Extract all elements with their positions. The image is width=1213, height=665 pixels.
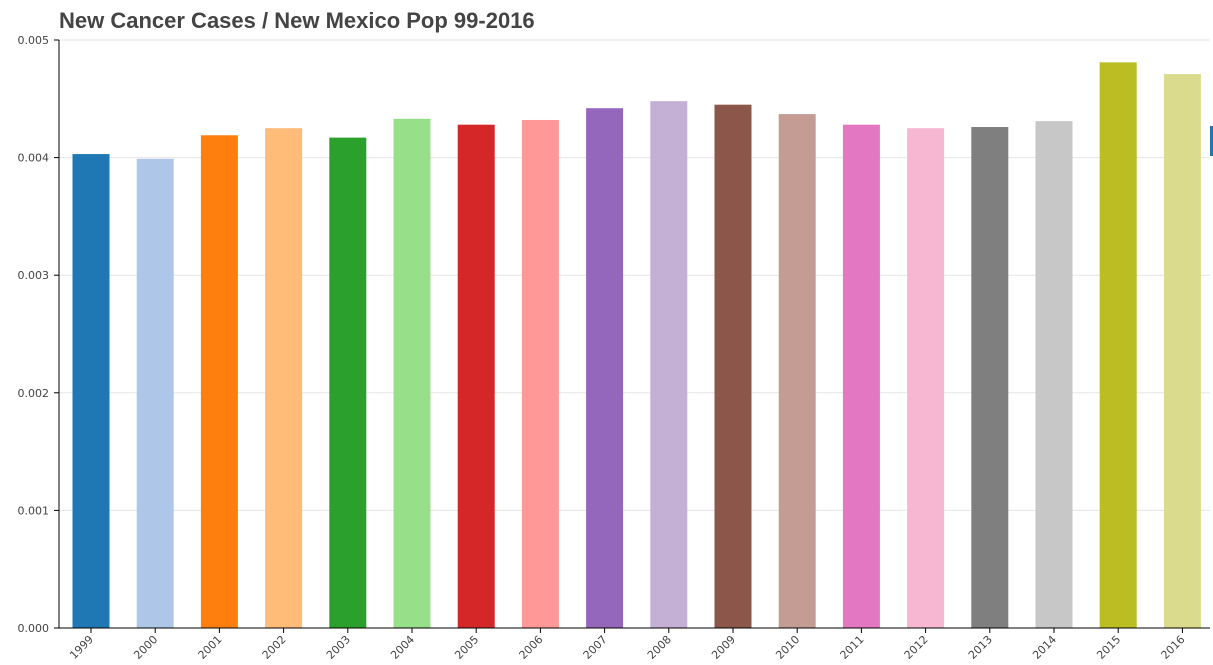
chart-title: New Cancer Cases / New Mexico Pop 99-201… [59, 8, 535, 33]
x-tick-label-2007: 2007 [581, 633, 610, 662]
x-tick-labels: 1999 2000 2001 2002 2003 2004 2005 2006 2007 2008… [67, 633, 1187, 662]
bar-1999[interactable] [72, 154, 110, 628]
x-tick-label-2014: 2014 [1030, 633, 1059, 662]
x-tick-label-2001: 2001 [196, 633, 225, 662]
x-tick-label-2000: 2000 [131, 633, 160, 662]
axes [54, 39, 1210, 633]
tooltip-edge [1210, 126, 1213, 156]
bar-2001[interactable] [200, 135, 238, 629]
x-tick-label-1999: 1999 [67, 633, 96, 662]
x-tick-label-2011: 2011 [838, 633, 867, 662]
y-tick-label: 0.004 [18, 152, 50, 165]
bar-2016[interactable] [1163, 74, 1201, 628]
bar-2002[interactable] [265, 128, 303, 628]
x-tick-label-2005: 2005 [452, 633, 481, 662]
y-tick-label: 0.005 [18, 34, 50, 47]
bar-2008[interactable] [650, 101, 688, 629]
x-tick-label-2003: 2003 [324, 633, 353, 662]
bar-2013[interactable] [971, 127, 1009, 629]
x-tick-label-2015: 2015 [1094, 633, 1123, 662]
bar-2005[interactable] [457, 124, 495, 628]
y-tick-label: 0.003 [18, 269, 50, 282]
bar-2006[interactable] [521, 119, 559, 628]
y-tick-label: 0.000 [18, 622, 50, 635]
y-tick-label: 0.002 [18, 387, 50, 400]
bar-2011[interactable] [842, 124, 880, 628]
gridlines [59, 39, 1210, 511]
bar-2014[interactable] [1035, 121, 1073, 629]
x-tick-label-2010: 2010 [773, 633, 802, 662]
bar-2007[interactable] [586, 108, 624, 628]
bars [72, 62, 1201, 629]
y-tick-labels: 0.000 0.001 0.002 0.003 0.004 0.005 [18, 34, 50, 635]
bar-2000[interactable] [136, 158, 174, 628]
x-tick-label-2016: 2016 [1159, 633, 1188, 662]
x-tick-label-2013: 2013 [966, 633, 995, 662]
bar-2004[interactable] [393, 118, 431, 629]
x-tick-label-2006: 2006 [517, 633, 546, 662]
x-tick-label-2012: 2012 [902, 633, 931, 662]
x-tick-label-2004: 2004 [388, 633, 417, 662]
y-tick-label: 0.001 [18, 504, 50, 517]
bar-2009[interactable] [714, 104, 752, 629]
x-tick-label-2008: 2008 [645, 633, 674, 662]
x-tick-label-2009: 2009 [709, 633, 738, 662]
bar-2003[interactable] [329, 137, 367, 628]
bar-2015[interactable] [1099, 62, 1137, 629]
bar-2012[interactable] [907, 128, 945, 628]
bar-2010[interactable] [778, 114, 816, 628]
x-tick-label-2002: 2002 [260, 633, 289, 662]
